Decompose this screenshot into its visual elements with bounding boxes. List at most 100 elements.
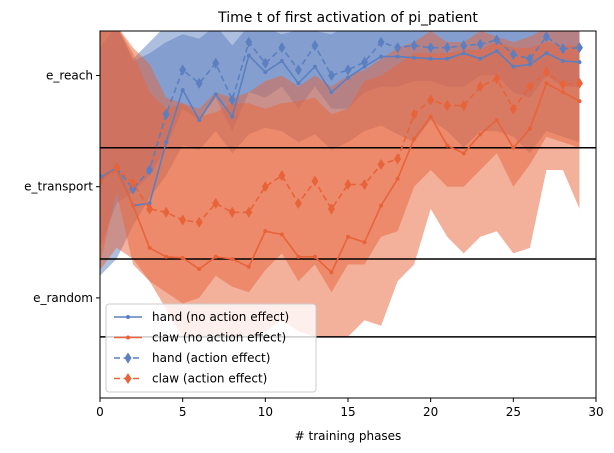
point-claw-action-effect (162, 206, 170, 218)
point-hand-action-effect (162, 108, 170, 120)
point-claw-no-action-effect (164, 254, 169, 259)
x-tick-label: 30 (588, 405, 603, 419)
point-hand-action-effect (245, 36, 253, 48)
point-claw-action-effect (294, 197, 302, 209)
point-claw-no-action-effect (230, 256, 235, 261)
point-hand-action-effect (261, 57, 269, 69)
point-claw-no-action-effect (197, 266, 202, 271)
point-claw-no-action-effect (312, 254, 317, 259)
point-hand-action-effect (146, 164, 154, 176)
point-claw-no-action-effect (329, 270, 334, 275)
point-hand-action-effect (327, 69, 335, 81)
point-hand-no-action-effect (147, 201, 152, 206)
point-claw-action-effect (493, 73, 501, 85)
point-claw-action-effect (509, 103, 517, 115)
point-hand-action-effect (195, 77, 203, 89)
point-claw-no-action-effect (147, 245, 152, 250)
point-hand-no-action-effect (279, 59, 284, 64)
legend-marker-hand-action-effect (124, 352, 132, 364)
point-claw-action-effect (410, 108, 418, 120)
point-claw-no-action-effect (180, 255, 185, 260)
point-claw-action-effect (179, 214, 187, 226)
point-hand-no-action-effect (478, 56, 483, 61)
point-claw-no-action-effect (246, 264, 251, 269)
point-claw-action-effect (427, 94, 435, 106)
y-tick-label: e_reach (46, 68, 93, 82)
point-claw-action-effect (460, 100, 468, 112)
y-tick-label: e_transport (24, 180, 93, 194)
point-hand-action-effect (278, 42, 286, 54)
legend-marker-claw-no-action-effect (126, 335, 130, 340)
legend-label-claw-action-effect: claw (action effect) (152, 372, 267, 386)
legend-box (105, 303, 317, 393)
point-hand-action-effect (427, 42, 435, 54)
point-hand-no-action-effect (428, 56, 433, 61)
point-hand-no-action-effect (180, 87, 185, 92)
point-claw-action-effect (344, 178, 352, 190)
point-claw-no-action-effect (445, 143, 450, 148)
legend-marker-hand-no-action-effect (126, 315, 130, 319)
legend-label-hand-no-action-effect: hand (no action effect) (152, 310, 289, 324)
point-hand-no-action-effect (312, 64, 317, 69)
x-tick-label: 25 (506, 405, 521, 419)
point-hand-action-effect (179, 64, 187, 76)
point-claw-action-effect (476, 81, 484, 93)
point-hand-no-action-effect (461, 51, 466, 56)
line-claw-no-action-effect (100, 82, 580, 274)
point-claw-no-action-effect (412, 136, 417, 141)
point-hand-no-action-effect (494, 49, 499, 54)
point-hand-no-action-effect (395, 54, 400, 59)
x-tick-label: 5 (179, 405, 187, 419)
series-markers (100, 31, 583, 275)
point-hand-action-effect (294, 64, 302, 76)
point-hand-action-effect (212, 57, 220, 69)
point-hand-no-action-effect (246, 53, 251, 58)
point-hand-action-effect (443, 42, 451, 54)
point-hand-no-action-effect (577, 60, 582, 65)
line-hand-no-action-effect (100, 50, 580, 207)
x-axis-ticks: 0 5 10 15 20 25 30 (96, 398, 604, 419)
point-hand-no-action-effect (329, 90, 334, 95)
point-claw-no-action-effect (494, 117, 499, 122)
point-claw-no-action-effect (478, 132, 483, 137)
point-claw-action-effect (195, 216, 203, 228)
point-claw-no-action-effect (213, 254, 218, 259)
point-hand-action-effect (460, 39, 468, 51)
legend-marker-claw-action-effect (124, 373, 132, 384)
x-tick-label: 0 (96, 405, 104, 419)
chart-title: Time t of first activation of pi_patient (217, 10, 478, 26)
point-claw-no-action-effect (379, 203, 384, 208)
legend: hand (no action effect) claw (no action e… (105, 303, 317, 393)
point-hand-action-effect (493, 34, 501, 46)
point-claw-action-effect (245, 206, 253, 218)
point-hand-no-action-effect (544, 51, 549, 56)
point-hand-no-action-effect (560, 59, 565, 64)
point-claw-no-action-effect (511, 145, 516, 150)
point-claw-action-effect (575, 77, 583, 89)
point-hand-action-effect (129, 183, 137, 195)
point-hand-action-effect (526, 53, 534, 65)
point-claw-action-effect (146, 203, 154, 215)
point-hand-no-action-effect (213, 92, 218, 97)
point-hand-no-action-effect (296, 81, 301, 86)
line-claw-action-effect (100, 71, 580, 224)
point-hand-no-action-effect (164, 140, 169, 145)
point-claw-no-action-effect (395, 176, 400, 181)
point-hand-no-action-effect (230, 114, 235, 119)
point-hand-no-action-effect (511, 64, 516, 69)
point-claw-action-effect (394, 153, 402, 165)
point-hand-action-effect (228, 94, 236, 106)
point-claw-no-action-effect (279, 232, 284, 237)
point-claw-action-effect (212, 197, 220, 209)
x-tick-label: 10 (258, 405, 273, 419)
point-claw-no-action-effect (527, 126, 532, 131)
series-lines (100, 35, 580, 274)
point-claw-action-effect (542, 66, 550, 78)
point-claw-no-action-effect (461, 151, 466, 156)
point-claw-no-action-effect (346, 234, 350, 239)
point-hand-action-effect (311, 39, 319, 51)
point-claw-no-action-effect (544, 81, 549, 86)
y-axis-ticks: e_random e_transport e_reach (24, 68, 100, 305)
point-claw-no-action-effect (577, 99, 582, 104)
point-claw-action-effect (377, 158, 385, 170)
